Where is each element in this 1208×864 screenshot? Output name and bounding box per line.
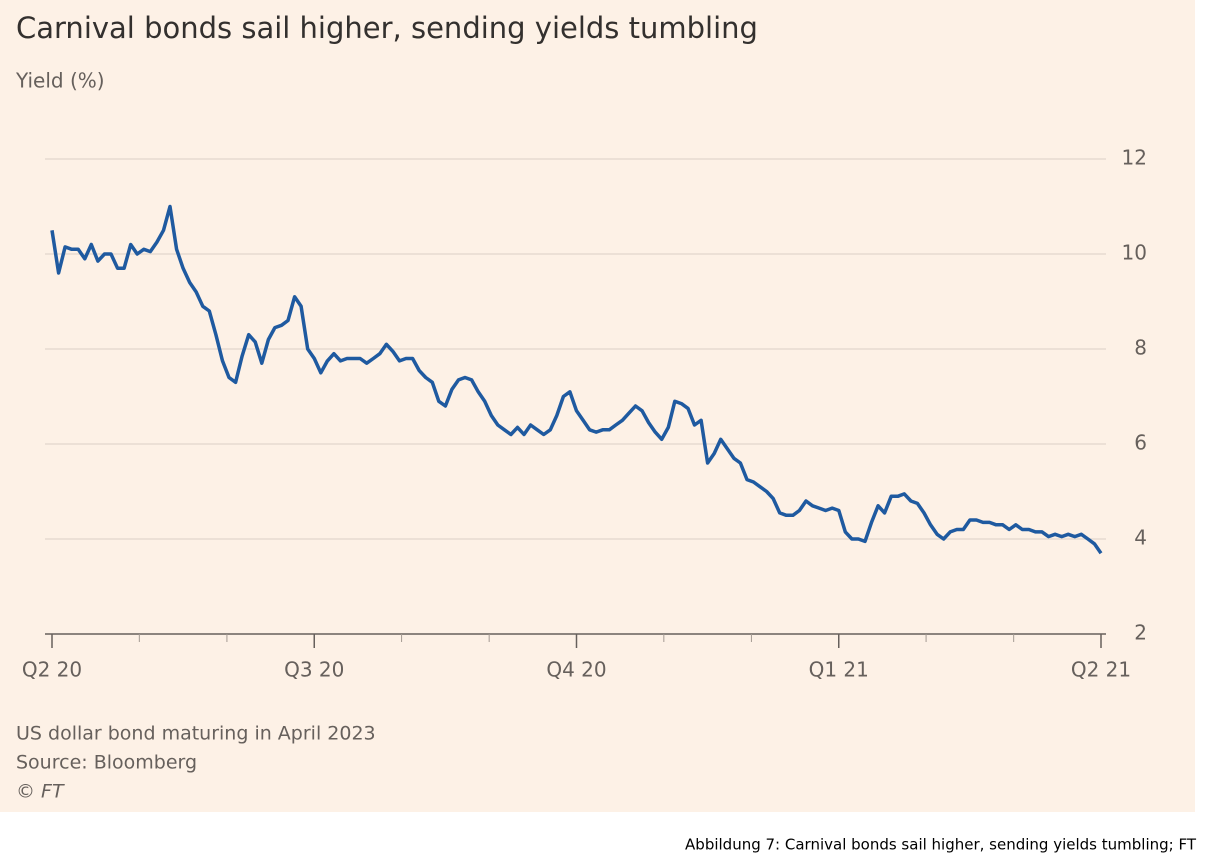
series-line bbox=[50, 204, 1103, 555]
x-tick-label: Q4 20 bbox=[546, 658, 606, 682]
x-tick-label: Q2 21 bbox=[1071, 658, 1131, 682]
y-tick-label: 10 bbox=[1122, 241, 1147, 265]
y-tick-label: 6 bbox=[1134, 431, 1147, 455]
y-tick-label: 12 bbox=[1122, 146, 1147, 170]
y-tick-label: 4 bbox=[1134, 526, 1147, 550]
note: Source: Bloomberg bbox=[16, 752, 197, 774]
chart-title: Carnival bonds sail higher, sending yiel… bbox=[16, 11, 758, 45]
y-tick-label: 8 bbox=[1134, 336, 1147, 360]
chart-background bbox=[0, 0, 1195, 812]
note: US dollar bond maturing in April 2023 bbox=[16, 723, 376, 745]
x-tick-label: Q2 20 bbox=[22, 658, 82, 682]
x-tick-label: Q1 21 bbox=[809, 658, 869, 682]
y-axis-label: Yield (%) bbox=[15, 69, 105, 93]
y-tick-label: 2 bbox=[1134, 621, 1147, 645]
x-tick-label: Q3 20 bbox=[284, 658, 344, 682]
caption: Abbildung 7: Carnival bonds sail higher,… bbox=[685, 836, 1197, 854]
note: © FT bbox=[16, 781, 65, 803]
